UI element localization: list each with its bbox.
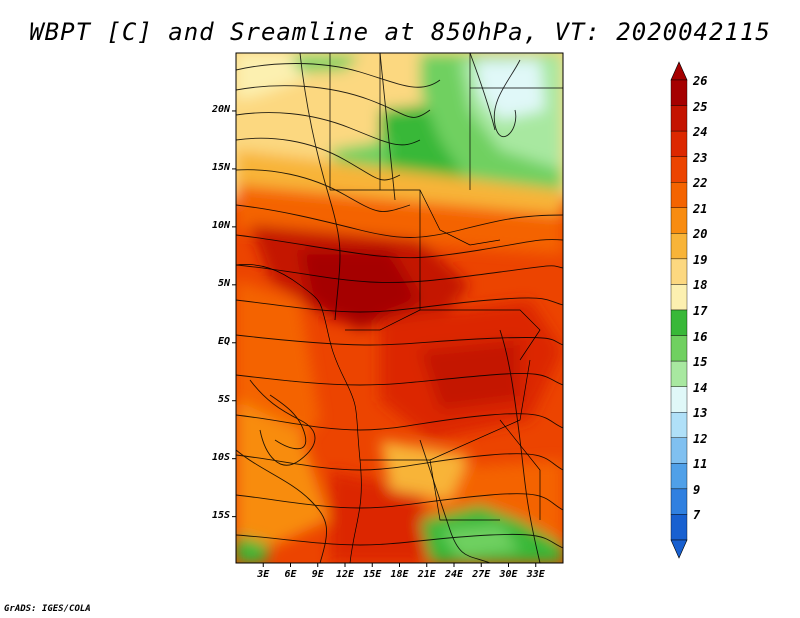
colorbar-label: 25 bbox=[693, 99, 708, 114]
colorbar-swatch bbox=[670, 284, 688, 311]
colorbar-label: 20 bbox=[693, 227, 708, 242]
colorbar-label: 7 bbox=[693, 508, 701, 523]
colorbar-swatch bbox=[670, 258, 688, 285]
colorbar-label: 14 bbox=[693, 380, 708, 395]
axis-tick-marks bbox=[232, 110, 537, 567]
colorbar bbox=[670, 61, 688, 559]
chart-title: WBPT [C] and Sreamline at 850hPa, VT: 20… bbox=[29, 18, 771, 46]
colorbar-swatch bbox=[670, 437, 688, 464]
x-tick-label: 33E bbox=[526, 569, 545, 580]
colorbar-swatch bbox=[670, 386, 688, 413]
colorbar-arrow-bottom bbox=[670, 539, 688, 559]
x-tick-label: 9E bbox=[311, 569, 324, 580]
colorbar-label: 19 bbox=[693, 252, 708, 267]
colorbar-swatch bbox=[670, 360, 688, 387]
streamlines bbox=[236, 53, 563, 563]
colorbar-swatch bbox=[670, 207, 688, 234]
colorbar-swatch bbox=[670, 79, 688, 106]
colorbar-swatch bbox=[670, 488, 688, 515]
colorbar-label: 17 bbox=[693, 304, 708, 318]
x-tick-label: 12E bbox=[335, 569, 355, 580]
colorbar-swatch bbox=[670, 514, 688, 541]
y-tick-label: 10S bbox=[211, 451, 230, 463]
colorbar-label: 18 bbox=[693, 278, 708, 293]
y-tick-label: 10N bbox=[211, 219, 230, 231]
x-tick-label: 30E bbox=[499, 569, 518, 580]
colorbar-swatch bbox=[670, 412, 688, 438]
x-tick-label: 18E bbox=[390, 569, 409, 580]
colorbar-label: 13 bbox=[693, 406, 708, 421]
colorbar-swatch bbox=[670, 233, 688, 260]
colorbar-swatch bbox=[670, 105, 688, 132]
credit-text: GrADS: IGES/COLA bbox=[4, 604, 91, 614]
colorbar-label: 16 bbox=[693, 329, 708, 344]
y-tick-label: 5S bbox=[217, 393, 230, 405]
y-tick-label: 5N bbox=[217, 277, 230, 289]
x-tick-label: 27E bbox=[472, 569, 491, 580]
x-tick-label: 15E bbox=[363, 569, 382, 580]
colorbar-label: 24 bbox=[693, 125, 708, 140]
wbpt-shaded-field bbox=[236, 53, 563, 563]
colorbar-swatch bbox=[670, 182, 688, 208]
colorbar-label: 22 bbox=[693, 176, 708, 191]
colorbar-label: 23 bbox=[693, 150, 708, 165]
x-tick-label: 3E bbox=[257, 569, 270, 580]
x-tick-label: 24E bbox=[444, 569, 464, 580]
country-borders bbox=[236, 53, 563, 563]
colorbar-label: 11 bbox=[693, 457, 708, 472]
colorbar-swatch bbox=[670, 130, 688, 157]
colorbar-swatch bbox=[670, 156, 688, 183]
x-tick-label: 21E bbox=[417, 569, 436, 580]
y-tick-label: 20N bbox=[211, 103, 230, 115]
colorbar-label: 12 bbox=[693, 431, 708, 446]
y-tick-label: EQ bbox=[217, 335, 230, 347]
colorbar-label: 9 bbox=[693, 482, 701, 497]
colorbar-swatch bbox=[670, 335, 688, 362]
colorbar-label: 26 bbox=[693, 74, 708, 88]
colorbar-arrow-top bbox=[670, 61, 688, 81]
colorbar-swatch bbox=[670, 309, 688, 336]
colorbar-swatch bbox=[670, 463, 688, 490]
colorbar-label: 21 bbox=[693, 201, 708, 216]
x-tick-label: 6E bbox=[284, 569, 297, 580]
y-tick-label: 15N bbox=[211, 161, 230, 173]
y-tick-label: 15S bbox=[211, 509, 230, 521]
colorbar-label: 15 bbox=[693, 355, 708, 370]
